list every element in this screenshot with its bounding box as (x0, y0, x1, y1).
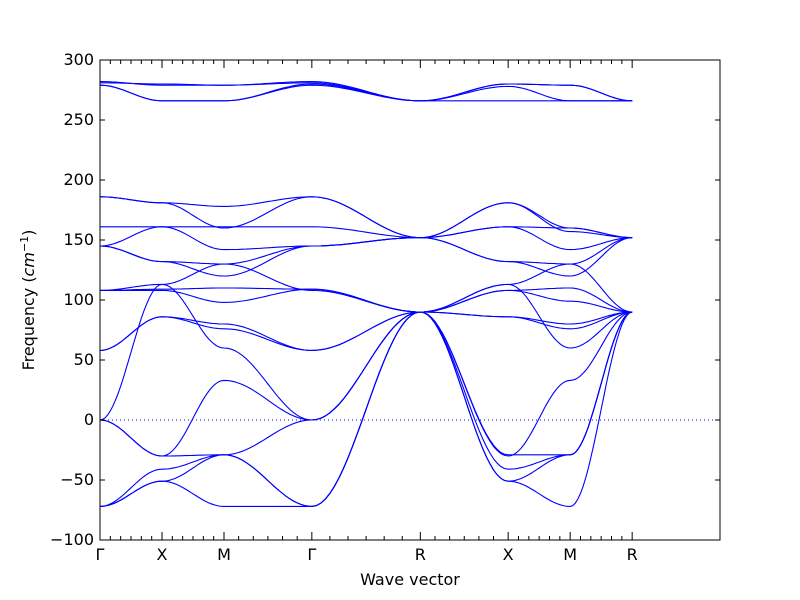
band-line (99, 283, 633, 421)
band-line (100, 226, 633, 239)
band-line (100, 288, 633, 313)
band-line (100, 196, 633, 239)
band-line (99, 226, 633, 251)
band-line (99, 84, 633, 102)
y-axis-label-prefix: Frequency ( (19, 276, 38, 370)
band-line (99, 311, 633, 507)
y-axis-label-exponent: −1 (18, 236, 31, 252)
y-tick-label: −100 (50, 530, 94, 549)
y-tick-label: 300 (63, 50, 94, 69)
band-line (99, 311, 633, 351)
x-tick-label: X (503, 545, 514, 564)
y-axis-label: Frequency (cm−1) (18, 230, 39, 371)
series-lines (99, 81, 633, 507)
x-tick-label: X (157, 545, 168, 564)
band-line (99, 311, 633, 457)
x-tick-label: Γ (96, 545, 105, 564)
y-tick-label: 50 (74, 350, 94, 369)
y-tick-label: 0 (84, 410, 94, 429)
band-line (100, 82, 633, 102)
y-tick-label: 250 (63, 110, 94, 129)
y-tick-label: 200 (63, 170, 94, 189)
y-axis-label-unit: cm (19, 252, 38, 276)
band-line (99, 237, 633, 277)
x-tick-label: M (563, 545, 577, 564)
x-axis-label: Wave vector (360, 570, 460, 589)
y-tick-label: 150 (63, 230, 94, 249)
y-axis-ticks: −100 −50 0 50 100 150 200 250 300 (50, 50, 720, 549)
x-tick-label: R (627, 545, 638, 564)
band-line (99, 83, 633, 102)
y-axis-label-suffix: ) (19, 230, 38, 236)
x-tick-label: R (415, 545, 426, 564)
band-line (99, 311, 633, 457)
y-tick-label: −50 (60, 470, 94, 489)
band-line (100, 263, 633, 313)
y-tick-label: 100 (63, 290, 94, 309)
x-tick-label: Γ (307, 545, 316, 564)
band-line (100, 287, 633, 313)
x-tick-label: M (217, 545, 231, 564)
